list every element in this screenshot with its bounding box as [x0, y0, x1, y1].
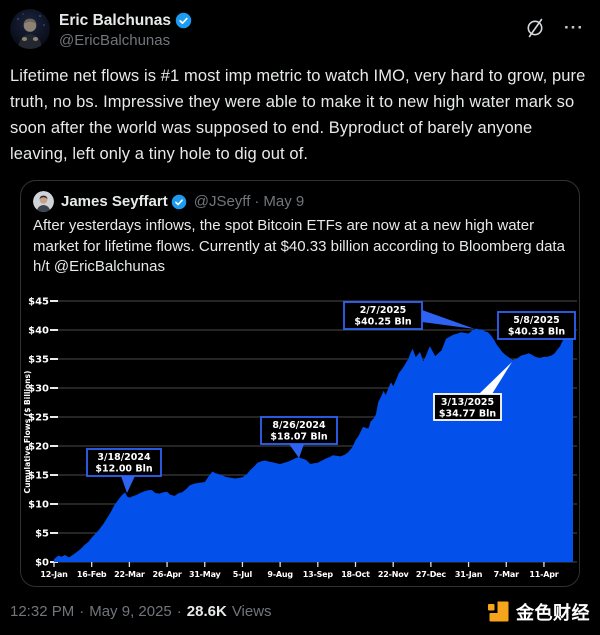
verified-badge-icon[interactable] — [175, 12, 192, 29]
quoted-tweet-card[interactable]: James Seyffart @JSeyff · May 9 After yes… — [20, 180, 580, 587]
svg-text:27-Dec: 27-Dec — [416, 570, 447, 579]
flows-chart-svg: $0 $5 $10 $15 $20 $25 $30 $35 $40 $45 12-Jan 16-Feb… — [23, 296, 577, 579]
profile-avatar[interactable] — [10, 9, 50, 49]
grok-icon[interactable] — [524, 17, 546, 39]
quote-avatar[interactable] — [33, 191, 54, 212]
quote-author-name[interactable]: James Seyffart — [61, 193, 168, 210]
author-handle[interactable]: @EricBalchunas — [59, 32, 171, 49]
author-block: Eric Balchunas @EricBalchunas — [59, 9, 192, 50]
svg-text:$40.25 Bln: $40.25 Bln — [354, 316, 411, 327]
svg-text:$25: $25 — [28, 412, 49, 423]
quoted-tweet-header: James Seyffart @JSeyff · May 9 — [21, 181, 579, 212]
svg-text:$34.77 Bln: $34.77 Bln — [439, 408, 496, 419]
svg-text:$45: $45 — [28, 296, 49, 307]
svg-text:11-Apr: 11-Apr — [529, 570, 558, 579]
svg-text:5/8/2025: 5/8/2025 — [513, 315, 560, 326]
tweet-date: May 9, 2025 — [89, 603, 172, 620]
quote-meta-dot: · — [254, 193, 260, 210]
quote-meta: @JSeyff · May 9 — [194, 193, 305, 210]
svg-text:$40: $40 — [28, 325, 49, 336]
quote-author-handle[interactable]: @JSeyff — [193, 193, 251, 210]
svg-text:16-Feb: 16-Feb — [77, 570, 107, 579]
svg-text:2/7/2025: 2/7/2025 — [360, 305, 407, 316]
svg-text:5-Jul: 5-Jul — [233, 570, 253, 579]
meta-dot: · — [79, 603, 85, 620]
svg-text:$18.07 Bln: $18.07 Bln — [270, 431, 327, 442]
more-icon[interactable]: ··· — [564, 18, 584, 37]
quote-avatar-image — [33, 191, 54, 212]
svg-text:$20: $20 — [28, 441, 49, 452]
tweet-meta[interactable]: 12:32 PM · May 9, 2025 · 28.6K Views 金色财… — [10, 599, 590, 625]
svg-text:9-Aug: 9-Aug — [267, 570, 293, 579]
svg-text:3/18/2024: 3/18/2024 — [97, 452, 151, 463]
profile-avatar-image — [10, 9, 50, 49]
svg-text:$40.33 Bln: $40.33 Bln — [508, 326, 565, 337]
quote-verified-badge-icon — [171, 194, 187, 209]
quote-date: May 9 — [263, 193, 305, 210]
tweet-text: Lifetime net flows is #1 most imp metric… — [10, 67, 586, 163]
svg-text:$10: $10 — [28, 499, 49, 510]
svg-text:18-Oct: 18-Oct — [341, 570, 370, 579]
svg-text:7-Mar: 7-Mar — [494, 570, 519, 579]
svg-text:Cumulative Flows ($ Billions): Cumulative Flows ($ Billions) — [23, 370, 32, 493]
header-actions: ··· — [524, 9, 590, 39]
svg-text:$12.00 Bln: $12.00 Bln — [95, 463, 152, 474]
views-label: Views — [231, 603, 272, 620]
brand-watermark: 金色财经 — [487, 599, 590, 625]
svg-text:$15: $15 — [28, 470, 49, 481]
svg-text:3/13/2025: 3/13/2025 — [441, 397, 494, 408]
meta-dot: · — [176, 603, 182, 620]
svg-text:$0: $0 — [35, 557, 49, 568]
svg-text:$5: $5 — [35, 528, 49, 539]
jinse-logo-icon — [488, 601, 509, 622]
svg-text:8/26/2024: 8/26/2024 — [272, 420, 326, 431]
svg-text:31-Jan: 31-Jan — [455, 570, 483, 579]
svg-text:22-Nov: 22-Nov — [378, 570, 410, 579]
svg-text:12-Jan: 12-Jan — [40, 570, 68, 579]
svg-text:$30: $30 — [28, 383, 49, 394]
svg-text:26-Apr: 26-Apr — [153, 570, 182, 579]
svg-text:31-May: 31-May — [189, 570, 222, 579]
views-count: 28.6K — [186, 603, 227, 620]
brand-name: 金色财经 — [516, 602, 590, 623]
tweet-header: Eric Balchunas @EricBalchunas ··· — [10, 9, 590, 50]
svg-text:$35: $35 — [28, 354, 49, 365]
chart-image[interactable]: $0 $5 $10 $15 $20 $25 $30 $35 $40 $45 12-Jan 16-Feb… — [21, 285, 579, 586]
tweet-time: 12:32 PM — [10, 603, 75, 620]
quote-text: After yesterdays inflows, the spot Bitco… — [33, 217, 565, 275]
svg-text:13-Sep: 13-Sep — [303, 570, 334, 579]
author-name[interactable]: Eric Balchunas — [59, 12, 171, 29]
svg-text:22-Mar: 22-Mar — [114, 570, 145, 579]
